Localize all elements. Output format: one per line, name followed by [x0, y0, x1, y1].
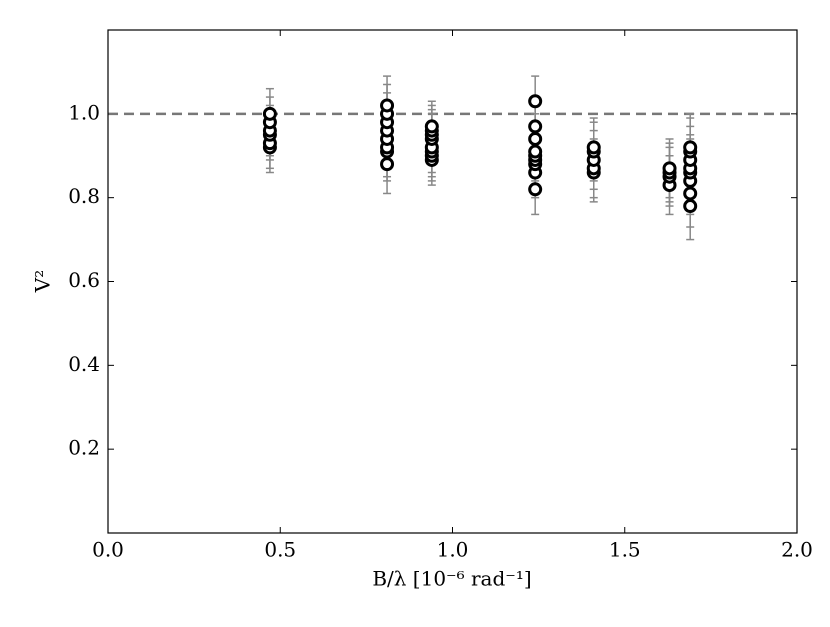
y-tick-label: 0.2 [68, 436, 100, 460]
data-point [528, 94, 543, 109]
y-tick-label: 0.8 [68, 184, 100, 208]
x-tick-label: 1.5 [609, 538, 641, 562]
y-tick-label: 0.4 [68, 352, 100, 376]
data-point [528, 131, 543, 146]
x-axis-label: B/λ [10⁻⁶ rad⁻¹] [372, 567, 531, 591]
data-point [262, 106, 277, 121]
data-point [380, 98, 395, 113]
x-tick-label: 1.0 [437, 538, 469, 562]
data-point [528, 119, 543, 134]
x-tick-label: 0.0 [92, 538, 124, 562]
data-point [424, 119, 439, 134]
data-point [662, 161, 677, 176]
x-tick-label: 0.5 [264, 538, 296, 562]
data-point [528, 144, 543, 159]
data-point [683, 199, 698, 214]
y-tick-label: 1.0 [68, 100, 100, 124]
data-point [683, 186, 698, 201]
data-point [683, 140, 698, 155]
plot-frame [107, 29, 798, 534]
data-point [586, 140, 601, 155]
data-point [380, 157, 395, 172]
y-axis-label: V² [31, 270, 55, 293]
data-point [528, 182, 543, 197]
y-tick-label: 0.6 [68, 268, 100, 292]
x-tick-label: 2.0 [781, 538, 813, 562]
